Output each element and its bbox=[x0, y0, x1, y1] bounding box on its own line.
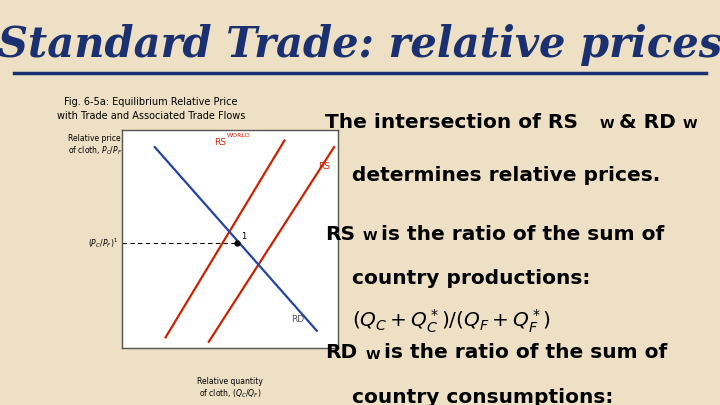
Text: W: W bbox=[365, 349, 379, 362]
Text: 1: 1 bbox=[241, 232, 246, 241]
Text: country consumptions:: country consumptions: bbox=[353, 388, 614, 405]
Text: Relative quantity
of cloth, $(Q_C/Q_F)$: Relative quantity of cloth, $(Q_C/Q_F)$ bbox=[197, 377, 264, 400]
Text: is the ratio of the sum of: is the ratio of the sum of bbox=[377, 343, 667, 362]
Text: RS: RS bbox=[214, 139, 226, 147]
Text: & RD: & RD bbox=[612, 113, 675, 132]
Text: country productions:: country productions: bbox=[353, 269, 591, 288]
Text: determines relative prices.: determines relative prices. bbox=[353, 166, 661, 185]
Text: WORLD: WORLD bbox=[227, 133, 251, 138]
Text: $(Q_C + Q_C^*)/(Q_F + Q_F^*)$: $(Q_C + Q_C^*)/(Q_F + Q_F^*)$ bbox=[353, 308, 552, 335]
Text: RD: RD bbox=[325, 343, 357, 362]
Text: W: W bbox=[362, 230, 377, 243]
Text: Standard Trade: relative prices: Standard Trade: relative prices bbox=[0, 24, 720, 66]
Text: RS: RS bbox=[318, 162, 330, 171]
Text: W: W bbox=[683, 118, 698, 131]
Text: The intersection of RS: The intersection of RS bbox=[325, 113, 577, 132]
Text: RD: RD bbox=[291, 315, 304, 324]
Text: RS: RS bbox=[325, 225, 355, 244]
Text: Fig. 6-5a: Equilibrium Relative Price
with Trade and Associated Trade Flows: Fig. 6-5a: Equilibrium Relative Price wi… bbox=[57, 97, 246, 122]
Text: W: W bbox=[600, 118, 615, 131]
Text: Relative price
of cloth, $P_C$/$P_F$: Relative price of cloth, $P_C$/$P_F$ bbox=[68, 134, 122, 157]
Text: is the ratio of the sum of: is the ratio of the sum of bbox=[374, 225, 665, 244]
Text: $(P_C/P_F)^1$: $(P_C/P_F)^1$ bbox=[88, 237, 118, 250]
